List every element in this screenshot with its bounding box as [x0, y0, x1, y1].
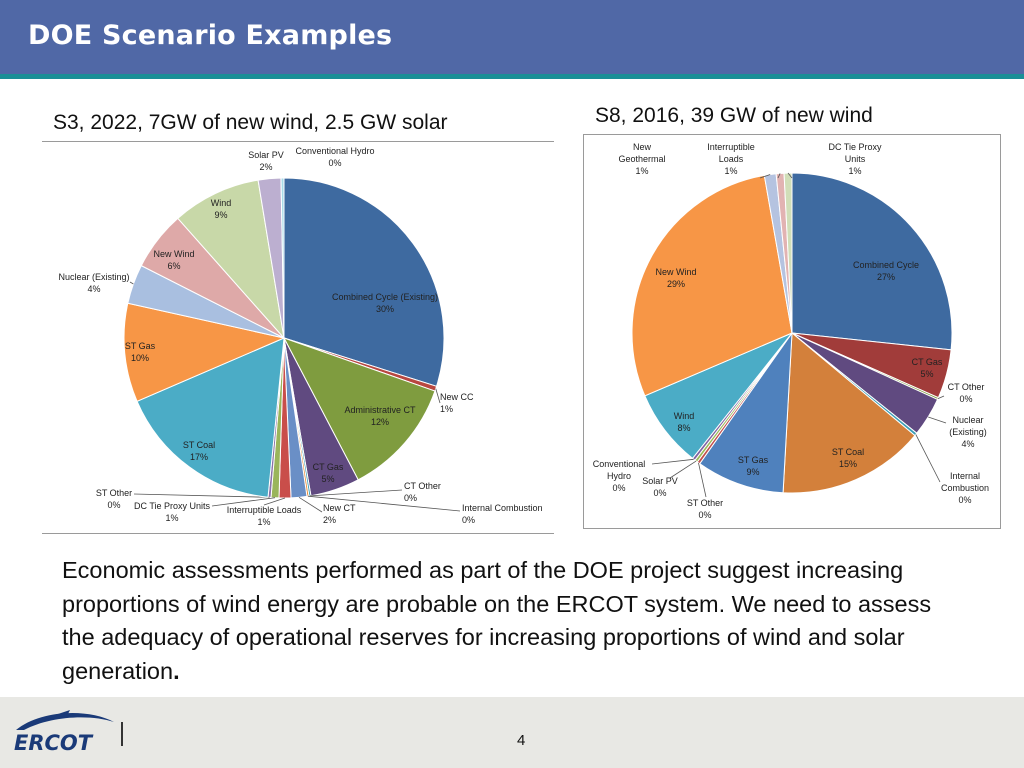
data-label-solar-pv: Solar PV 0% — [642, 476, 678, 498]
leader-line-new-ct — [298, 496, 323, 513]
data-label-new-wind: New Wind 6% — [153, 249, 194, 271]
data-label-internal-combustion: Internal Combustion 0% — [462, 503, 543, 525]
data-label-internal-combustion: Internal Combustion 0% — [941, 471, 989, 505]
data-label-solar-pv: Solar PV 2% — [248, 150, 284, 172]
chart-title-s3: S3, 2022, 7GW of new wind, 2.5 GW solar — [53, 111, 448, 134]
logo-divider — [121, 722, 123, 746]
leader-line-nuclear-existing — [928, 416, 947, 424]
leader-line-new-geothermal — [759, 174, 771, 179]
title-bar-accent-stripe — [0, 74, 1024, 79]
data-label-interruptible-loads: Interruptible Loads 1% — [227, 505, 302, 527]
footer-bar — [0, 697, 1024, 768]
leader-line-new-cc — [435, 388, 441, 404]
data-label-dc-tie-proxy-units: DC Tie Proxy Units 1% — [134, 501, 211, 523]
data-label-administrative-ct: Administrative CT 12% — [344, 405, 416, 427]
leader-line-ct-other — [937, 395, 945, 399]
leader-line-st-other — [133, 493, 270, 498]
pie-slice-new-wind — [631, 174, 793, 397]
chart-divider-bottom — [42, 533, 554, 534]
data-label-ct-gas: CT Gas 5% — [912, 357, 943, 379]
leader-line-nuclear-existing — [129, 281, 134, 285]
leader-line-conventional-hydro — [651, 458, 694, 465]
data-label-dc-tie-proxy-units: DC Tie Proxy Units 1% — [828, 142, 882, 176]
pie-slice-st-coal — [782, 331, 916, 494]
leader-line-ct-other — [309, 489, 403, 497]
data-label-st-coal: ST Coal 17% — [183, 440, 215, 462]
data-label-wind: Wind 9% — [211, 198, 232, 220]
data-label-new-cc: New CC 1% — [440, 392, 474, 414]
data-label-ct-other: CT Other 0% — [948, 382, 985, 404]
data-label-st-other: ST Other 0% — [687, 498, 723, 520]
data-label-ct-other: CT Other 0% — [404, 481, 441, 503]
slide-title: DOE Scenario Examples — [28, 20, 393, 51]
body-paragraph: Economic assessments performed as part o… — [62, 554, 962, 688]
data-label-conventional-hydro: Conventional Hydro 0% — [295, 146, 374, 168]
pie-slice-st-coal — [136, 337, 285, 498]
data-label-new-wind: New Wind 29% — [655, 267, 696, 289]
leader-line-interruptible-loads — [263, 497, 286, 506]
data-label-nuclear-existing: Nuclear (Existing) 4% — [58, 272, 129, 294]
data-label-interruptible-loads: Interruptible Loads 1% — [707, 142, 755, 176]
data-label-new-geothermal: New Geothermal 1% — [618, 142, 665, 176]
leader-line-solar-pv — [669, 460, 697, 479]
leader-line-dc-tie-proxy-units — [787, 172, 793, 179]
page-number: 4 — [517, 732, 526, 749]
leader-line-st-other — [698, 462, 707, 498]
body-paragraph-period: . — [173, 657, 180, 684]
body-paragraph-text: Economic assessments performed as part o… — [62, 557, 932, 684]
data-label-nuclear-existing: Nuclear (Existing) 4% — [949, 415, 987, 449]
leader-line-internal-combustion — [307, 495, 461, 512]
data-label-combined-cycle-existing: Combined Cycle (Existing) 30% — [332, 292, 438, 314]
data-label-ct-gas: CT Gas 5% — [313, 462, 344, 484]
leader-line-interruptible-loads — [777, 173, 781, 179]
data-label-st-coal: ST Coal 15% — [832, 447, 864, 469]
chart-title-s8: S8, 2016, 39 GW of new wind — [595, 104, 873, 127]
pie-slice-combined-cycle-existing — [283, 177, 445, 387]
data-label-conventional-hydro: Conventional Hydro 0% — [593, 459, 646, 493]
data-label-st-other: ST Other 0% — [96, 488, 132, 510]
pie-slice-wind — [177, 179, 285, 340]
pie-slice-st-gas — [123, 302, 286, 402]
pie-slice-administrative-ct — [282, 337, 436, 481]
title-bar — [0, 0, 1024, 74]
leader-line-dc-tie-proxy-units — [211, 497, 276, 507]
pie-slice-conventional-hydro — [280, 177, 285, 339]
pie-slice-st-gas — [699, 331, 793, 494]
data-label-wind: Wind 8% — [674, 411, 695, 433]
pie-slice-combined-cycle — [791, 172, 953, 351]
data-label-st-gas: ST Gas 9% — [738, 455, 769, 477]
logo-wordmark: ERCOT — [14, 731, 94, 755]
data-label-combined-cycle: Combined Cycle 27% — [853, 260, 919, 282]
data-label-st-gas: ST Gas 10% — [125, 341, 156, 363]
ercot-logo: ERCOT — [14, 710, 114, 755]
leader-line-internal-combustion — [915, 434, 941, 483]
chart-divider-top — [42, 141, 554, 142]
data-label-new-ct: New CT 2% — [323, 503, 356, 525]
